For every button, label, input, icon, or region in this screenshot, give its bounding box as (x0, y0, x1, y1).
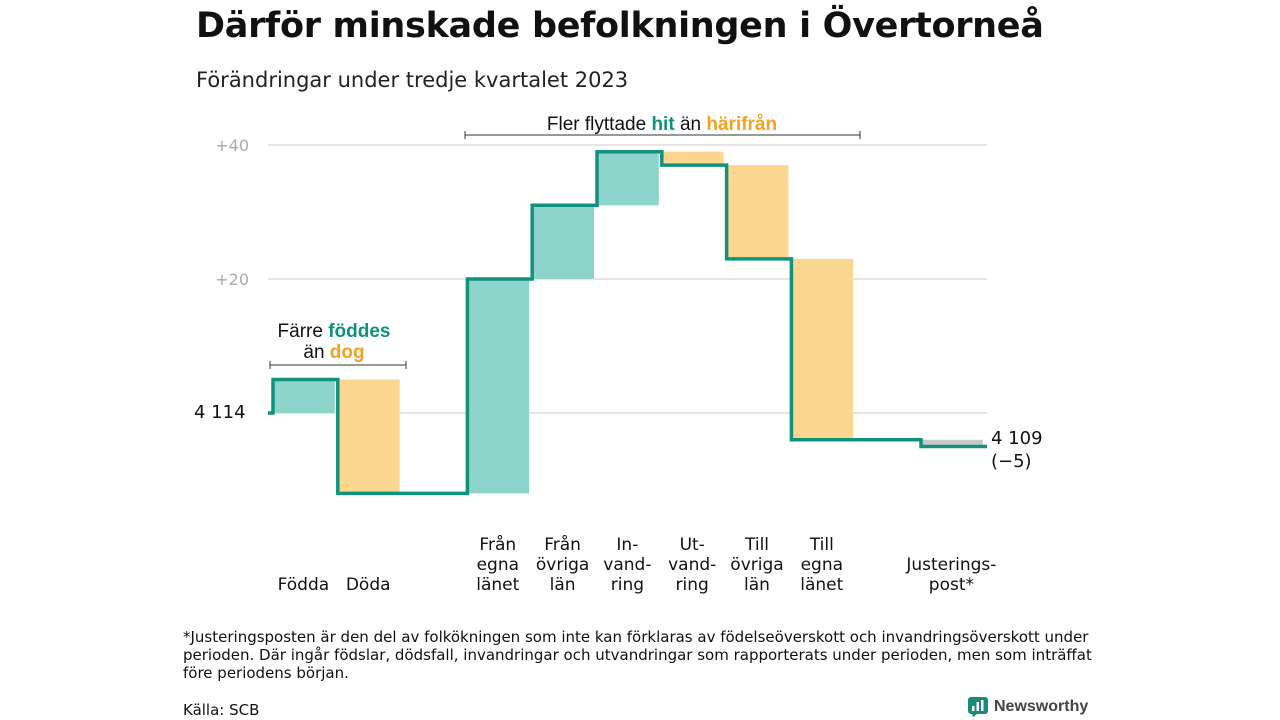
bar (791, 258, 854, 440)
category-label: Från (479, 534, 516, 555)
category-label: övriga (730, 555, 783, 575)
category-label: länet (476, 575, 519, 595)
category-label: ring (676, 575, 709, 595)
migration-annotation: Fler flyttade hit än härifrån (464, 114, 861, 139)
category-label: vand- (668, 555, 716, 575)
running-total-line (268, 149, 987, 496)
bar (532, 205, 594, 279)
category-label: post* (929, 575, 974, 595)
migration-annotation-text: Fler flyttade hit än härifrån (547, 114, 777, 135)
bar (337, 379, 400, 494)
start-value-label: 4 114 (194, 402, 246, 423)
y-tick-label: +20 (215, 270, 249, 289)
migration-hit: hit (651, 114, 675, 135)
category-label: egna (801, 555, 843, 575)
bar (921, 439, 983, 447)
births-annotation: Färre föddes än dog (269, 321, 407, 369)
source-label: Källa: SCB (183, 701, 260, 719)
y-tick-labels: +40 +20 (215, 136, 249, 289)
category-label: Justerings- (905, 555, 996, 575)
category-label: egna (477, 555, 519, 575)
bar (597, 151, 659, 206)
births-annotation-line1: Färre föddes (278, 321, 391, 342)
bar (273, 379, 335, 413)
births-annotation-line2: än dog (303, 342, 364, 363)
bar (726, 165, 789, 259)
footnote: *Justeringsposten är den del av folkökni… (183, 628, 1092, 682)
category-label: Ut- (680, 535, 705, 555)
category-labels: Födda DödaFrånegnalänetFrånövrigalänIn-va… (278, 534, 997, 595)
category-label: län (744, 575, 770, 595)
brand-logo: Newsworthy (968, 697, 1088, 717)
brand-name: Newsworthy (994, 698, 1089, 715)
births-foddes: föddes (328, 321, 390, 342)
bar (661, 151, 724, 166)
category-label: Döda (346, 575, 391, 595)
y-tick-label: +40 (215, 136, 249, 155)
category-label: In- (616, 535, 638, 555)
waterfall-chart: +40+20 Födda DödaFrånegnalänetFrånövrigal… (194, 114, 1043, 595)
migration-harifran: härifrån (706, 114, 777, 135)
migration-middle: än (680, 114, 701, 135)
category-label: län (550, 575, 576, 595)
chart-title: Därför minskade befolkningen i Övertorne… (196, 6, 1044, 46)
births-an: än (303, 342, 324, 363)
end-change-label: (−5) (991, 451, 1032, 472)
category-label: Från (544, 534, 581, 555)
category-label: Födda (278, 575, 330, 595)
category-label: vand- (603, 555, 651, 575)
births-dog: dog (330, 342, 365, 363)
category-label: ring (611, 575, 644, 595)
category-label: Till (744, 535, 769, 555)
bars (273, 151, 983, 494)
births-prefix: Färre (278, 321, 323, 342)
migration-prefix: Fler flyttade (547, 114, 646, 135)
chart-subtitle: Förändringar under tredje kvartalet 2023 (196, 68, 629, 92)
category-label: Till (809, 535, 834, 555)
category-label: länet (800, 575, 843, 595)
bar (467, 279, 530, 494)
end-value-label: 4 109 (991, 428, 1043, 449)
newsworthy-logo-icon (968, 697, 988, 717)
category-label: övriga (536, 555, 589, 575)
